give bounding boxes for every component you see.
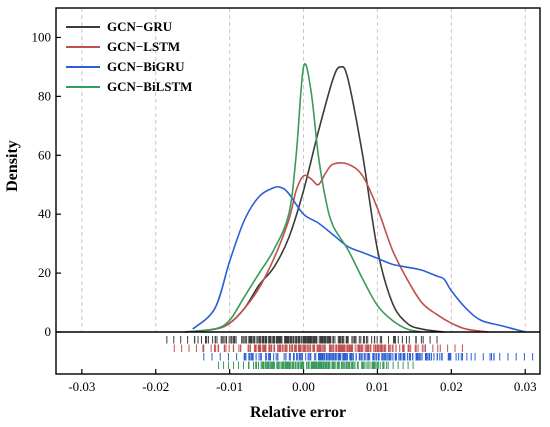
y-tick-label-2: 40 (38, 206, 51, 221)
y-tick-label-5: 100 (32, 29, 52, 44)
rug-gcn-gru (166, 336, 438, 344)
axes: 0 20 40 60 80 100 -0.03 -0.02 -0.01 0.00 0.01 0.02 0… (32, 7, 541, 394)
x-tick-label-2: -0.01 (216, 379, 243, 394)
y-axis-title: Density (4, 140, 21, 192)
legend: GCN−GRU GCN−LSTM GCN−BiGRU GCN−BiLSTM (66, 19, 192, 94)
x-tick-label-6: 0.03 (514, 379, 537, 394)
rug-plot (166, 336, 534, 369)
legend-label-gcn-bigru: GCN−BiGRU (107, 59, 185, 74)
density-line-gcn-gru (185, 65, 445, 333)
density-line-gcn-bilstm (185, 63, 422, 333)
rug-gcn-lstm (173, 344, 463, 352)
legend-label-gcn-lstm: GCN−LSTM (107, 39, 180, 54)
density-line-gcn-lstm (185, 162, 489, 333)
plot-frame (55, 7, 541, 375)
y-tick-label-0: 0 (45, 324, 52, 339)
rug-gcn-bigru (203, 353, 534, 361)
grid-lines (81, 8, 526, 332)
x-axis-title: Relative error (250, 404, 346, 421)
legend-label-gcn-gru: GCN−GRU (107, 19, 173, 34)
rug-gcn-bilstm (218, 361, 414, 369)
x-tick-label-0: -0.03 (68, 379, 95, 394)
legend-label-gcn-bilstm: GCN−BiLSTM (107, 79, 192, 94)
density-curves (185, 63, 526, 333)
x-tick-label-4: 0.01 (366, 379, 389, 394)
density-line-gcn-bigru (192, 185, 526, 333)
x-tick-label-3: 0.00 (292, 379, 315, 394)
y-tick-label-4: 80 (38, 88, 51, 103)
y-tick-label-3: 60 (38, 147, 51, 162)
x-tick-label-5: 0.02 (440, 379, 463, 394)
x-tick-label-1: -0.02 (142, 379, 169, 394)
y-tick-label-1: 20 (38, 265, 51, 280)
